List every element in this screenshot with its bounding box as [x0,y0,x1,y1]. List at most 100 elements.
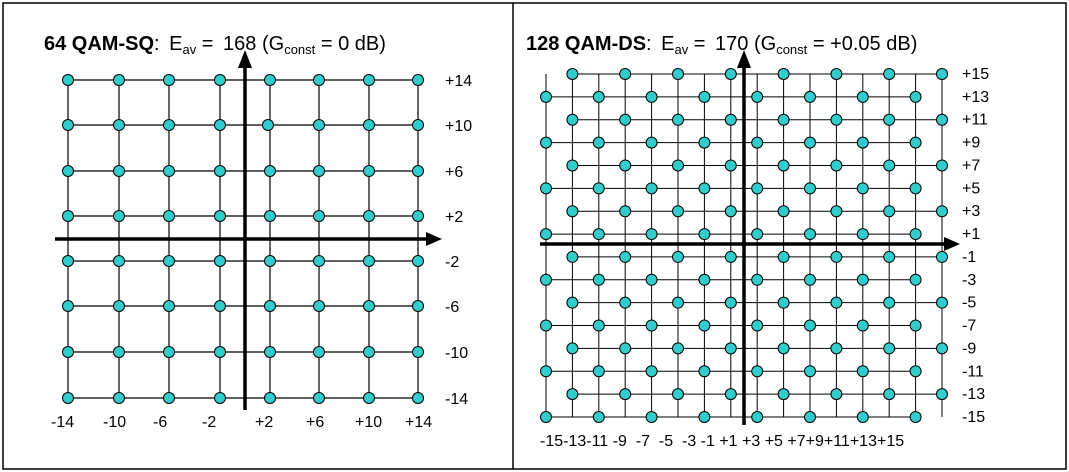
constellation-point [619,250,632,263]
constellation-point [830,296,843,309]
constellation-point [724,296,737,309]
constellation-point [619,388,632,401]
constellation-point [113,74,125,86]
constellation-point [883,68,896,80]
constellation-point [645,365,658,378]
constellation-point [672,388,684,401]
constellation-point [751,228,764,241]
constellation-point [62,300,74,312]
y-tick-label-64qam: +2 [445,209,463,226]
y-tick-label-128qam: -9 [962,340,976,357]
constellation-point [856,273,869,286]
constellation-point [540,228,552,241]
y-tick-label-128qam: +1 [962,226,980,243]
constellation-point [592,182,605,195]
y-tick-label-128qam: -3 [962,272,976,289]
constellation-point [830,68,843,80]
constellation-point [698,228,711,241]
constellation-point [804,273,816,286]
constellation-point [412,346,424,358]
y-tick-label-64qam: -10 [445,345,468,362]
constellation-point [672,342,684,355]
constellation-point [645,90,658,103]
constellation-point [412,165,424,177]
constellation-64qam: +14 +10 +6 +2 -2 -6 -10 -14 -14 -10 -6 -2 +2 +6 +10 +14 [51,50,472,431]
constellation-point [724,250,737,263]
constellation-point [830,342,843,355]
constellation-point [62,346,74,358]
constellation-point [909,319,922,332]
constellation-point [804,365,816,378]
constellation-point [751,319,764,332]
constellation-point [698,90,711,103]
constellation-point [724,113,737,126]
y-tick-label-64qam: +14 [445,73,472,90]
constellation-point [909,182,922,195]
constellation-point [856,182,869,195]
constellation-point [540,273,552,286]
constellation-point [936,159,948,172]
constellation-point [62,392,74,404]
constellation-point [724,68,737,80]
constellation-point [113,255,125,267]
constellation-point [313,210,325,222]
constellation-point [883,159,896,172]
x-tick-label-64qam: +10 [355,414,382,431]
constellation-point [804,411,816,423]
constellation-point [163,74,175,86]
constellation-point [540,90,552,103]
constellation-point [856,365,869,378]
constellation-point [698,365,711,378]
constellation-point [412,392,424,404]
constellation-point [672,205,684,218]
constellation-point [62,74,74,86]
constellation-point [724,342,737,355]
y-tick-label-128qam: -13 [962,386,985,403]
constellation-point [592,228,605,241]
x-tick-label-64qam: +2 [255,414,273,431]
constellation-point [592,90,605,103]
constellation-point [566,113,579,126]
constellation-point [619,159,632,172]
constellation-point [645,228,658,241]
constellation-point [909,411,922,423]
constellation-point [883,388,896,401]
x-axis-64qam-head [426,232,442,246]
constellation-point [909,90,922,103]
y-tick-label-128qam: -1 [962,249,976,266]
constellation-point [62,210,74,222]
constellation-point [592,365,605,378]
constellation-point [856,136,869,149]
constellation-point [830,159,843,172]
constellation-point [645,273,658,286]
constellation-point [363,346,375,358]
constellation-point [163,300,175,312]
x-axis-128qam-head [944,237,960,251]
constellation-point [566,388,579,401]
constellation-point [936,296,948,309]
y-tick-label-128qam: +11 [962,112,988,129]
y-tick-label-128qam: +5 [962,180,980,197]
constellation-point [264,346,276,358]
constellation-point [540,136,552,149]
constellation-point [566,296,579,309]
constellation-point [264,392,276,404]
title-64qam-scheme: 64 QAM-SQ [44,33,154,55]
constellation-point [264,74,276,86]
constellation-point [777,113,790,126]
y-axis-64qam-head [238,50,252,68]
constellation-point [619,205,632,218]
constellation-point [163,165,175,177]
constellation-point [113,165,125,177]
constellation-point [724,205,737,218]
constellation-point [804,90,816,103]
constellation-point [830,113,843,126]
constellation-point [566,68,579,80]
constellation-point [363,119,375,131]
constellation-point [264,165,276,177]
constellation-point [214,346,226,358]
constellation-point [804,228,816,241]
y-tick-label-64qam: -6 [445,299,459,316]
